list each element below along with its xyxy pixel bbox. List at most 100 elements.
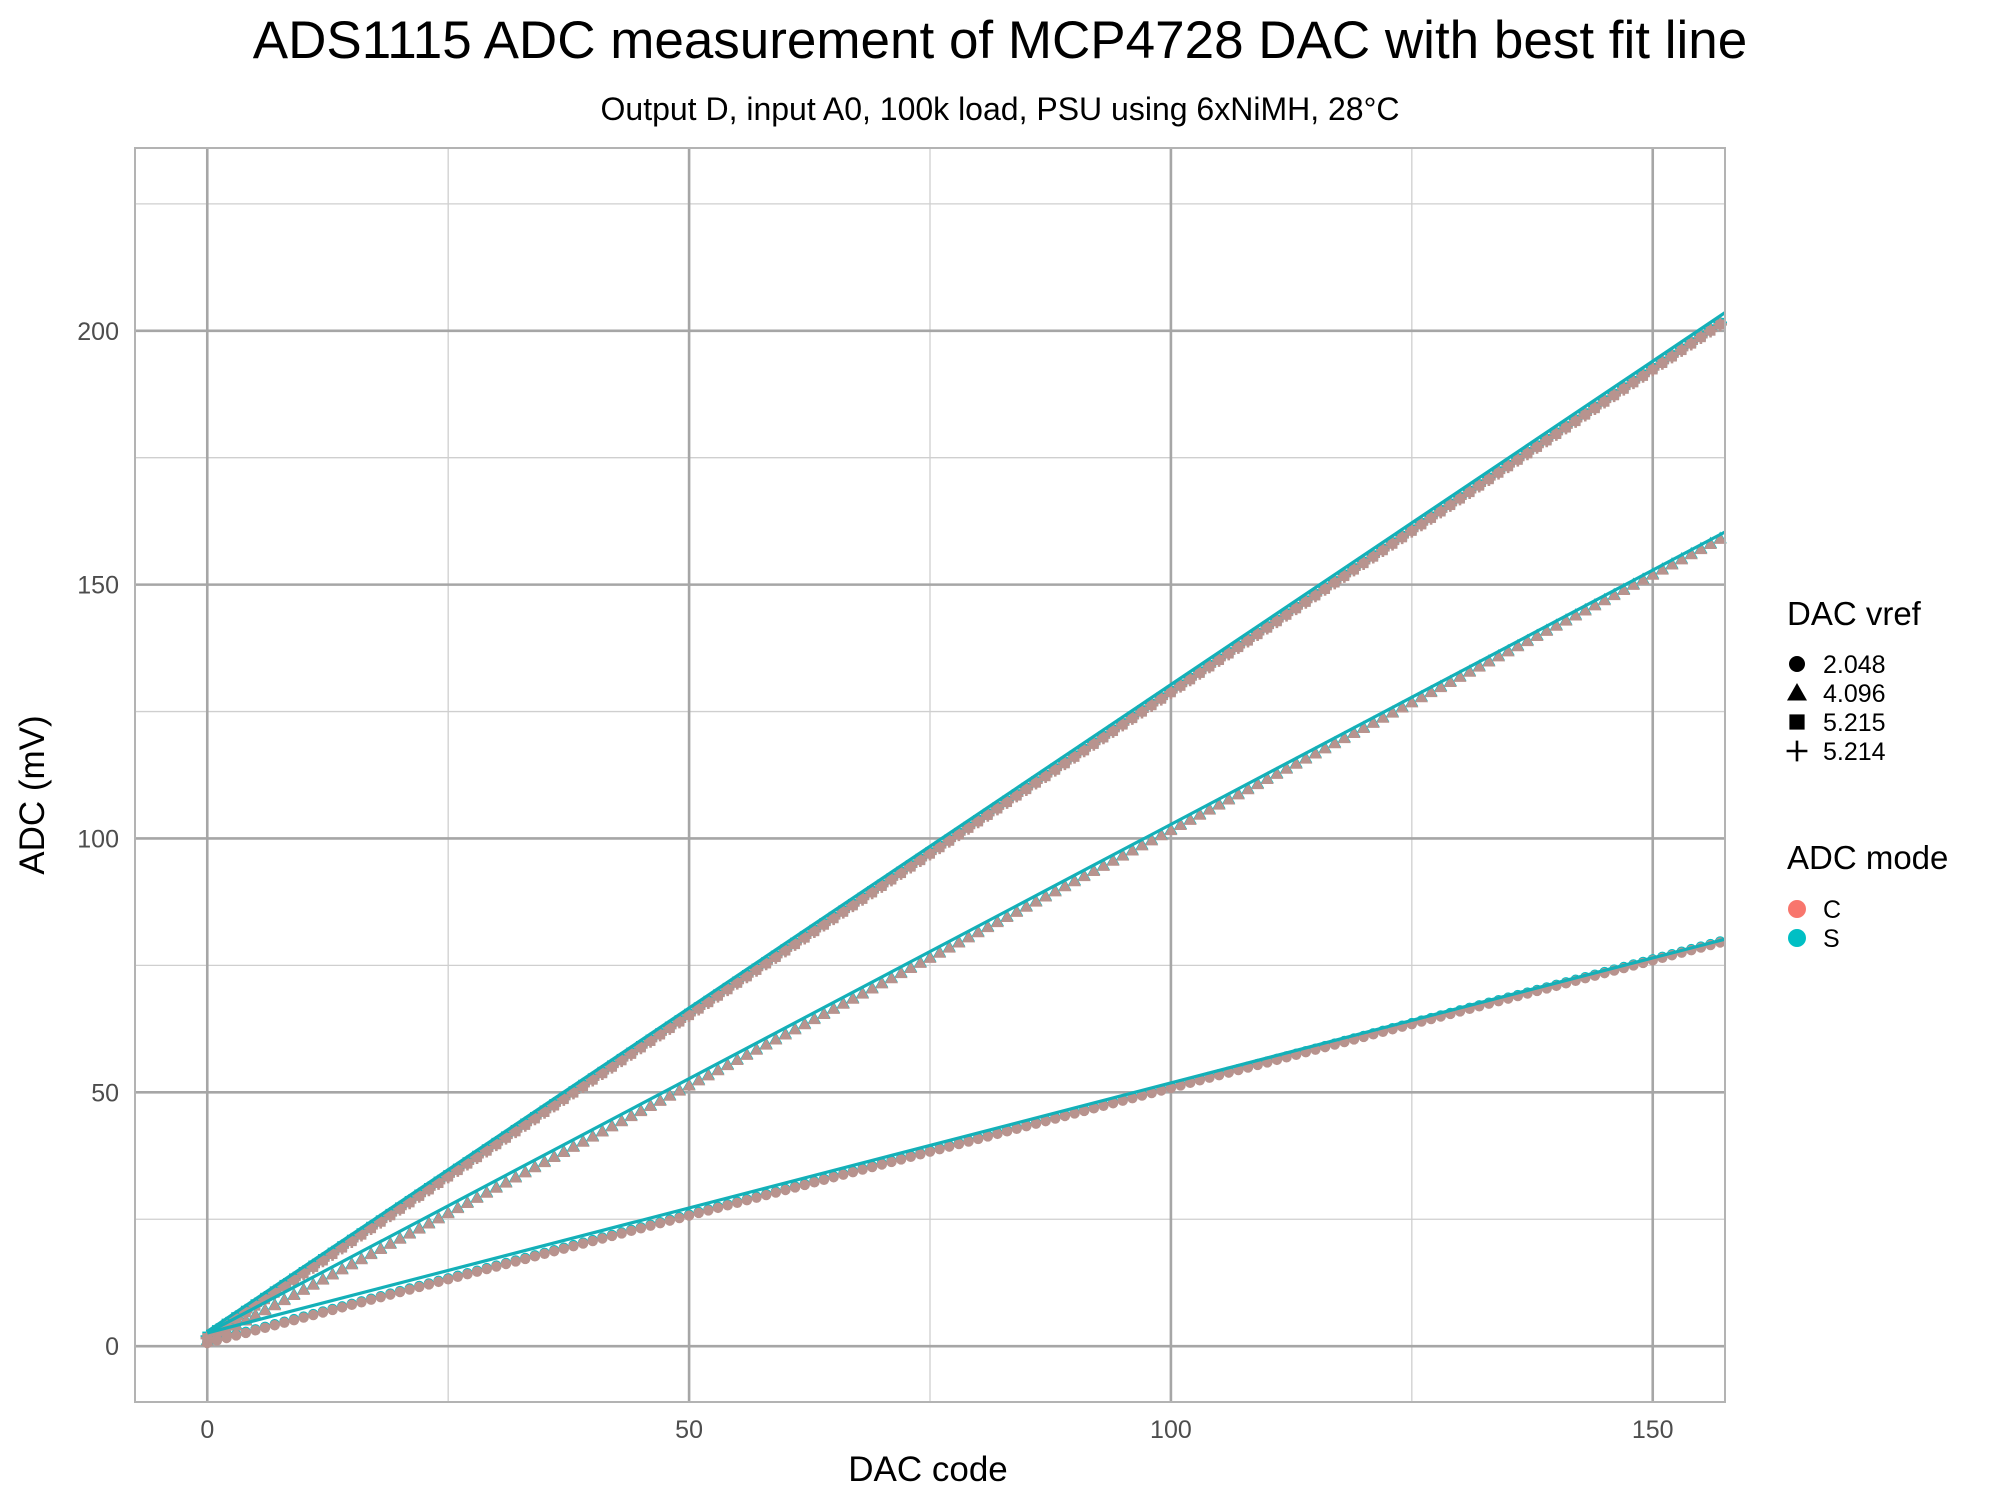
data-point xyxy=(1636,573,1650,585)
data-point xyxy=(990,915,1004,928)
data-point xyxy=(1530,440,1544,454)
data-point xyxy=(364,1221,378,1236)
data-point xyxy=(759,1038,773,1050)
data-point xyxy=(1453,670,1467,682)
data-point xyxy=(1617,382,1631,396)
data-point xyxy=(1675,552,1689,565)
data-point xyxy=(827,1002,841,1014)
data-point xyxy=(327,1304,338,1316)
data-point xyxy=(654,1217,666,1229)
data-point xyxy=(1366,716,1380,728)
data-point xyxy=(1069,1108,1080,1119)
data-point xyxy=(789,1182,801,1193)
legend-title-dac-vref: DAC vref xyxy=(1787,595,1922,632)
data-point xyxy=(1087,864,1101,876)
data-point xyxy=(1173,679,1188,693)
data-point xyxy=(316,1273,330,1285)
data-point xyxy=(836,905,851,919)
data-point xyxy=(471,1266,483,1277)
data-point xyxy=(884,872,899,887)
data-point xyxy=(1029,895,1043,907)
data-point xyxy=(433,1276,444,1288)
data-point xyxy=(460,1196,474,1209)
data-point xyxy=(1098,1100,1109,1112)
data-point xyxy=(606,1230,618,1242)
data-point xyxy=(672,1014,687,1029)
data-point xyxy=(866,1161,878,1173)
data-point xyxy=(905,1151,916,1163)
data-point xyxy=(682,1079,696,1091)
data-point xyxy=(1001,1126,1013,1137)
data-point xyxy=(345,1257,359,1270)
data-point xyxy=(404,1284,415,1295)
data-point xyxy=(1299,752,1313,764)
data-point xyxy=(383,1237,397,1249)
data-point xyxy=(1270,767,1284,779)
data-point xyxy=(462,1269,473,1280)
data-point xyxy=(653,1027,667,1042)
data-point xyxy=(479,1144,494,1158)
legend-label-S: S xyxy=(1823,925,1840,953)
data-point xyxy=(1704,537,1718,550)
data-point xyxy=(335,1240,349,1255)
data-point xyxy=(1202,659,1217,674)
data-point xyxy=(1096,859,1110,871)
data-point xyxy=(1039,890,1053,902)
data-point xyxy=(856,987,870,999)
data-point xyxy=(1520,634,1534,647)
data-point xyxy=(605,1120,619,1132)
legend-shape-triangle xyxy=(1787,683,1807,701)
data-point xyxy=(653,1094,667,1106)
data-point xyxy=(1568,414,1583,428)
data-point xyxy=(297,1283,311,1295)
data-point xyxy=(499,1131,513,1145)
data-point xyxy=(414,1281,425,1293)
data-point xyxy=(566,1140,580,1152)
data-point xyxy=(915,1149,926,1160)
data-point xyxy=(798,1017,812,1030)
data-point xyxy=(336,1302,348,1313)
data-point xyxy=(1549,427,1564,441)
data-point xyxy=(663,1021,677,1035)
data-point xyxy=(644,1099,658,1111)
data-point xyxy=(412,1189,427,1203)
data-point xyxy=(894,966,908,979)
data-point xyxy=(520,1253,531,1265)
data-point xyxy=(693,1207,704,1219)
data-point xyxy=(1241,633,1255,648)
data-point xyxy=(1482,472,1496,487)
data-point xyxy=(923,847,937,861)
y-tick-label: 0 xyxy=(105,1333,119,1361)
data-point xyxy=(895,1154,907,1165)
data-point xyxy=(769,1033,783,1045)
legend-shape-square xyxy=(1789,714,1805,730)
data-point xyxy=(1414,690,1428,703)
x-tick-label: 150 xyxy=(1632,1416,1674,1444)
plot-panel-border xyxy=(134,147,1726,1403)
data-point xyxy=(1193,808,1207,820)
data-point xyxy=(1636,369,1650,383)
legend-swatch-C xyxy=(1788,900,1806,918)
data-point xyxy=(730,1053,744,1065)
x-axis-title: DAC code xyxy=(848,1450,1008,1489)
data-point xyxy=(480,1186,494,1198)
data-point xyxy=(1165,1082,1177,1094)
data-point xyxy=(441,1206,455,1219)
data-point xyxy=(296,1266,311,1281)
data-point xyxy=(1578,407,1593,422)
data-point xyxy=(1626,578,1640,590)
data-point xyxy=(1048,763,1063,777)
data-point xyxy=(1376,711,1390,723)
data-point xyxy=(288,1314,300,1326)
legend-label-5.215: 5.215 xyxy=(1823,709,1886,737)
fit-line-5.215 xyxy=(206,311,1726,1333)
data-point xyxy=(961,821,976,835)
data-point xyxy=(528,1111,542,1126)
data-point xyxy=(1164,685,1178,700)
data-point xyxy=(1136,1090,1148,1101)
data-point xyxy=(258,1303,272,1316)
data-point xyxy=(944,1141,955,1152)
legend-label-2.048: 2.048 xyxy=(1823,651,1886,679)
data-point xyxy=(529,1251,541,1262)
data-point xyxy=(441,1169,455,1184)
